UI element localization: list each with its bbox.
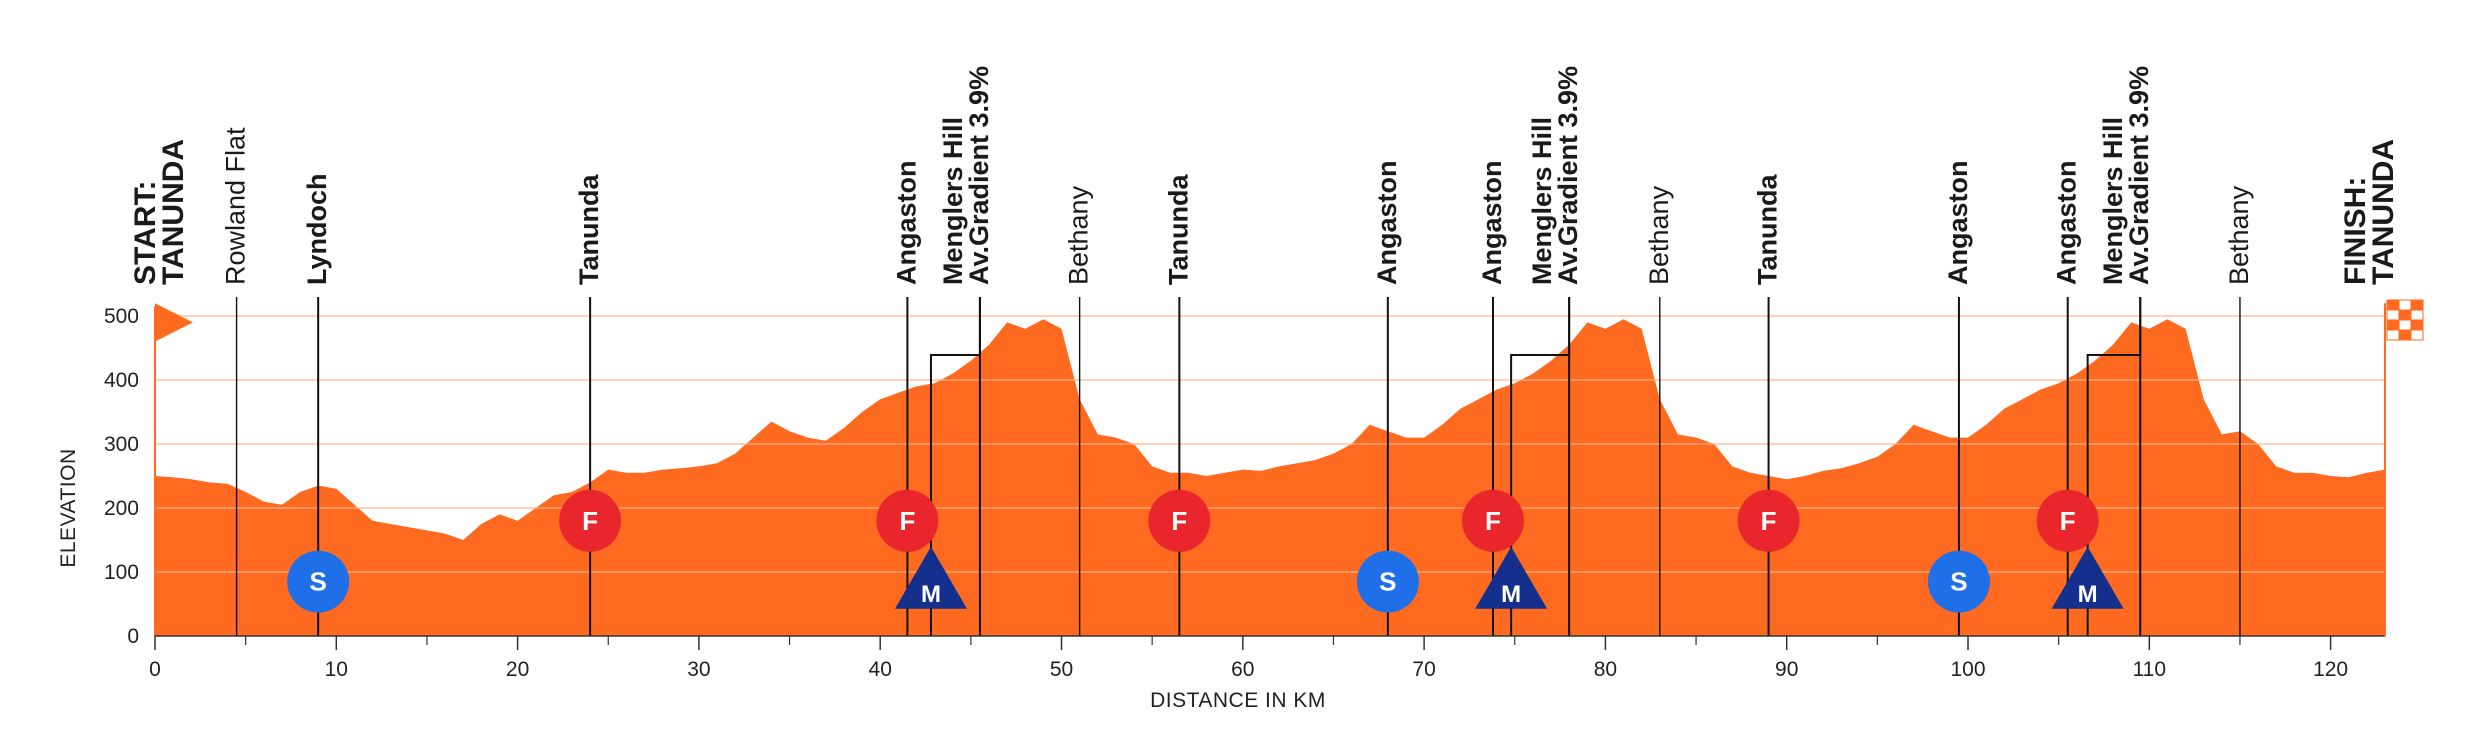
x-tick-label: 30 xyxy=(687,658,710,681)
mountain-marker xyxy=(1475,546,1548,609)
x-tick-label: 0 xyxy=(149,658,161,681)
location-label: Rowland Flat xyxy=(221,127,251,285)
x-tick-label: 10 xyxy=(325,658,348,681)
location-labels-layer: START:TANUNDA Rowland Flat Lyndoch Tanunda A… xyxy=(129,66,2400,285)
y-tick-label: 500 xyxy=(104,305,139,328)
location-label: Menglers Hill xyxy=(2098,117,2128,285)
elevation-area-layer xyxy=(155,315,2385,636)
mountain-marker-label: M xyxy=(921,581,941,608)
feed-marker xyxy=(1462,489,1524,552)
feed-marker xyxy=(1737,489,1800,552)
finish-flag-square xyxy=(2398,309,2412,321)
climb-connector-line xyxy=(929,297,981,636)
y-tick-label: 400 xyxy=(104,369,139,392)
finish-flag-square xyxy=(2386,299,2400,311)
location-label: FINISH: xyxy=(2339,177,2372,285)
location-label: TANUNDA xyxy=(157,139,190,285)
feed-marker xyxy=(1148,489,1211,552)
finish-flag-square xyxy=(2398,319,2412,331)
sprint-marker-label: S xyxy=(1379,567,1396,597)
location-label: Av.Gradient 3.9% xyxy=(964,66,994,285)
y-axis-title: ELEVATION xyxy=(57,448,80,567)
x-tick-label: 100 xyxy=(1950,658,1985,681)
location-label: Tanunda xyxy=(1753,174,1783,285)
feed-marker-label: F xyxy=(2060,506,2076,536)
location-label: Menglers Hill xyxy=(938,117,968,285)
finish-flag-square xyxy=(2386,319,2400,331)
mountain-marker xyxy=(2051,546,2124,609)
location-label: Av.Gradient 3.9% xyxy=(1553,66,1583,285)
feed-marker-label: F xyxy=(582,506,598,536)
finish-flag-square xyxy=(2386,329,2400,341)
y-tick-label: 200 xyxy=(104,497,139,520)
location-label: Menglers Hill xyxy=(1527,117,1557,285)
markers-layer: S F F M F S F M F S F M xyxy=(287,489,2124,613)
y-tick-label: 0 xyxy=(127,625,139,648)
feed-marker xyxy=(876,489,939,552)
sprint-marker xyxy=(1927,550,1990,613)
mountain-marker-label: M xyxy=(2078,581,2098,608)
y-tick-label: 300 xyxy=(104,433,139,456)
location-label: Bethany xyxy=(1644,185,1674,285)
location-label: START: xyxy=(129,181,162,285)
location-label: Angaston xyxy=(2052,161,2082,286)
y-tick-label: 100 xyxy=(104,561,139,584)
start-flag-icon xyxy=(155,303,193,342)
location-label: Tanunda xyxy=(574,174,604,285)
feed-marker-label: F xyxy=(1485,506,1501,536)
sprint-marker xyxy=(1356,550,1419,613)
feed-marker-label: F xyxy=(1761,506,1777,536)
feed-marker xyxy=(2036,489,2099,552)
x-tick-label: 120 xyxy=(2313,658,2348,681)
finish-flag-square xyxy=(2386,309,2400,321)
x-tick-label: 40 xyxy=(869,658,892,681)
feed-marker-label: F xyxy=(899,506,915,536)
sprint-marker-label: S xyxy=(309,567,326,597)
x-tick-label: 50 xyxy=(1050,658,1073,681)
sprint-marker-label: S xyxy=(1950,567,1967,597)
finish-flag-square xyxy=(2398,329,2412,341)
location-label: Bethany xyxy=(1064,185,1094,285)
feed-marker xyxy=(559,489,622,552)
finish-flag-square xyxy=(2398,299,2412,311)
x-tick-label: 20 xyxy=(506,658,529,681)
finish-flag-icon xyxy=(2386,299,2424,341)
finish-flag-square xyxy=(2410,319,2424,331)
x-tick-label: 80 xyxy=(1594,658,1617,681)
finish-flag-square xyxy=(2410,309,2424,321)
climb-connector-line xyxy=(1510,297,1571,636)
location-label: Tanunda xyxy=(1163,174,1193,285)
location-label: Angaston xyxy=(1943,161,1973,286)
feed-marker-label: F xyxy=(1171,506,1187,536)
x-tick-label: 90 xyxy=(1775,658,1798,681)
location-label: Lyndoch xyxy=(302,174,332,286)
location-label: Angaston xyxy=(1372,161,1402,286)
location-label: Angaston xyxy=(1477,161,1507,286)
climb-connector-line xyxy=(2086,297,2142,636)
x-axis-title: DISTANCE IN KM xyxy=(1150,689,1326,712)
elevation-area xyxy=(155,319,2385,636)
x-tick-label: 60 xyxy=(1231,658,1254,681)
finish-flag-square xyxy=(2410,329,2424,341)
mountain-marker xyxy=(894,546,967,609)
axes-layer: 0 100 200 300 400 500 0 10 20 30 40 50 60 70 80 90 100 11… xyxy=(104,299,2424,681)
finish-flag-square xyxy=(2410,299,2424,311)
x-tick-label: 110 xyxy=(2133,658,2166,681)
x-tick-label: 70 xyxy=(1412,658,1435,681)
location-label: Bethany xyxy=(2224,185,2254,285)
mountain-marker-label: M xyxy=(1501,581,1521,608)
location-label: TANUNDA xyxy=(2367,139,2400,285)
location-label: Av.Gradient 3.9% xyxy=(2124,66,2154,285)
sprint-marker xyxy=(287,550,350,613)
location-label: Angaston xyxy=(891,161,921,286)
